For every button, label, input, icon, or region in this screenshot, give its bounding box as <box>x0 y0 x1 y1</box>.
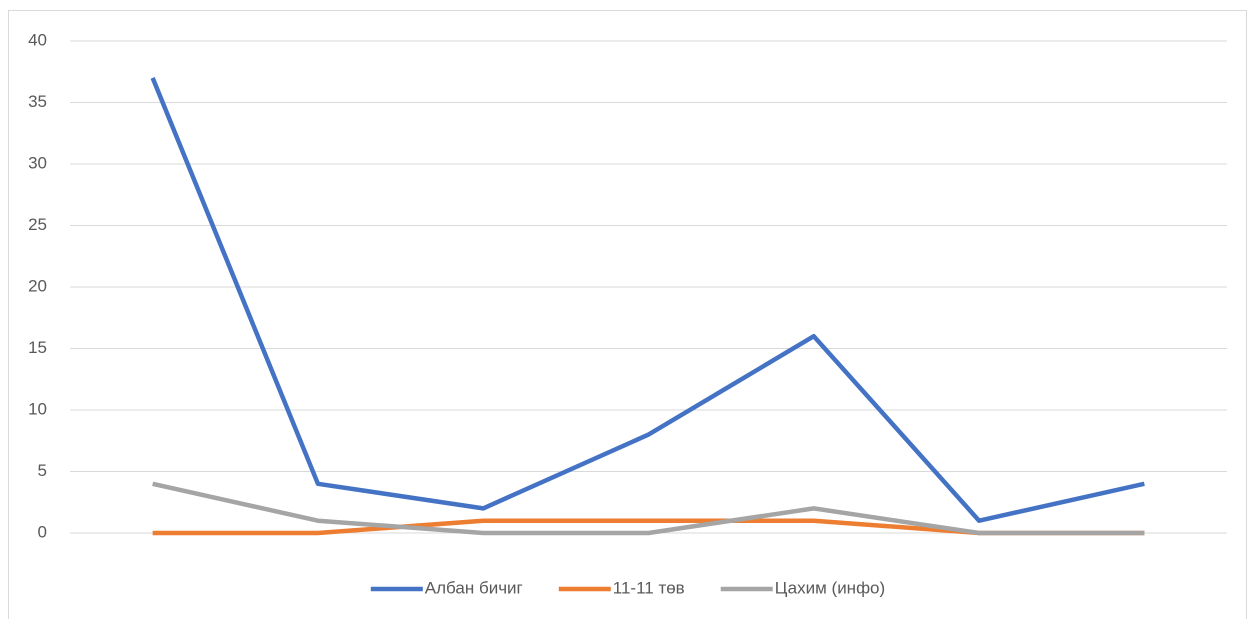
series-line <box>152 481 1145 536</box>
legend-label: 11-11 төв <box>613 578 685 597</box>
y-tick-label: 20 <box>28 276 47 295</box>
legend-label: Цахим (инфо) <box>775 578 885 597</box>
y-tick-label: 0 <box>38 522 47 541</box>
y-tick-label: 35 <box>28 92 47 111</box>
y-tick-label: 30 <box>28 153 47 172</box>
y-tick-label: 25 <box>28 215 47 234</box>
y-tick-label: 15 <box>28 338 47 357</box>
legend-label: Албан бичиг <box>425 578 523 597</box>
series-line <box>150 77 1145 523</box>
y-tick-label: 40 <box>28 30 47 49</box>
y-tick-label: 10 <box>28 399 47 418</box>
chart-frame <box>8 10 1247 619</box>
y-tick-label: 5 <box>38 461 47 480</box>
